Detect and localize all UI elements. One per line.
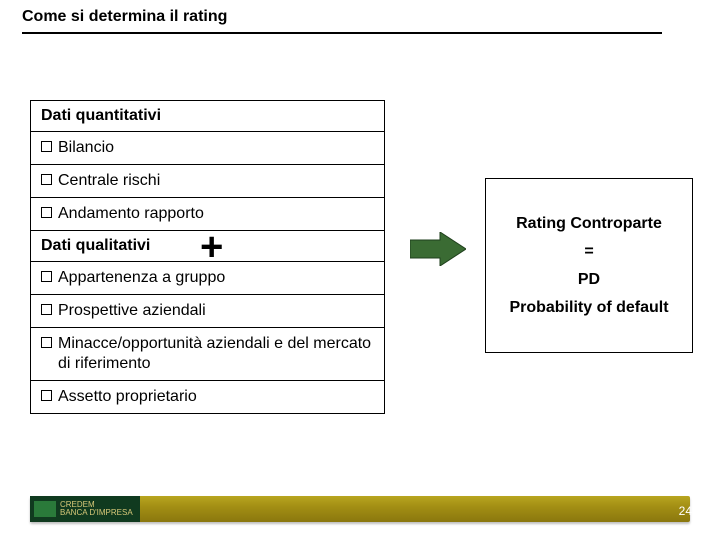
plus-symbol: +	[200, 225, 223, 270]
square-bullet-icon	[41, 271, 52, 282]
result-line: Rating Controparte	[516, 215, 662, 233]
square-bullet-icon	[41, 337, 52, 348]
result-line: PD	[578, 271, 600, 289]
title-divider	[22, 32, 662, 34]
bullet-label: Minacce/opportunità aziendali e del merc…	[58, 334, 374, 374]
square-bullet-icon	[41, 390, 52, 401]
logo-label-2: BANCA D'IMPRESA	[60, 509, 133, 517]
list-item: Bilancio	[31, 132, 384, 165]
list-item: Assetto proprietario	[31, 381, 384, 413]
footer-bar: CREDEM BANCA D'IMPRESA	[30, 496, 690, 522]
result-line: Probability of default	[509, 299, 668, 317]
square-bullet-icon	[41, 174, 52, 185]
square-bullet-icon	[41, 141, 52, 152]
list-item: Prospettive aziendali	[31, 295, 384, 328]
bullet-label: Bilancio	[58, 138, 114, 158]
list-item: Centrale rischi	[31, 165, 384, 198]
square-bullet-icon	[41, 304, 52, 315]
logo-text-block: CREDEM BANCA D'IMPRESA	[60, 501, 133, 517]
page-number: 24	[679, 504, 692, 518]
bullet-label: Centrale rischi	[58, 171, 160, 191]
right-panel: Rating Controparte = PD Probability of d…	[485, 178, 693, 353]
arrow-right-icon	[410, 232, 466, 266]
square-bullet-icon	[41, 207, 52, 218]
brand-logo: CREDEM BANCA D'IMPRESA	[30, 496, 140, 522]
equals-symbol: =	[584, 243, 593, 261]
bullet-label: Assetto proprietario	[58, 387, 197, 407]
page-title: Come si determina il rating	[22, 8, 227, 26]
slide: Come si determina il rating Dati quantit…	[0, 0, 720, 540]
logo-mark-icon	[34, 501, 56, 517]
bullet-label: Prospettive aziendali	[58, 301, 206, 321]
bullet-label: Andamento rapporto	[58, 204, 204, 224]
arrow-shape	[410, 232, 466, 266]
bullet-label: Appartenenza a gruppo	[58, 268, 225, 288]
list-item: Minacce/opportunità aziendali e del merc…	[31, 328, 384, 381]
quant-header: Dati quantitativi	[31, 101, 384, 132]
